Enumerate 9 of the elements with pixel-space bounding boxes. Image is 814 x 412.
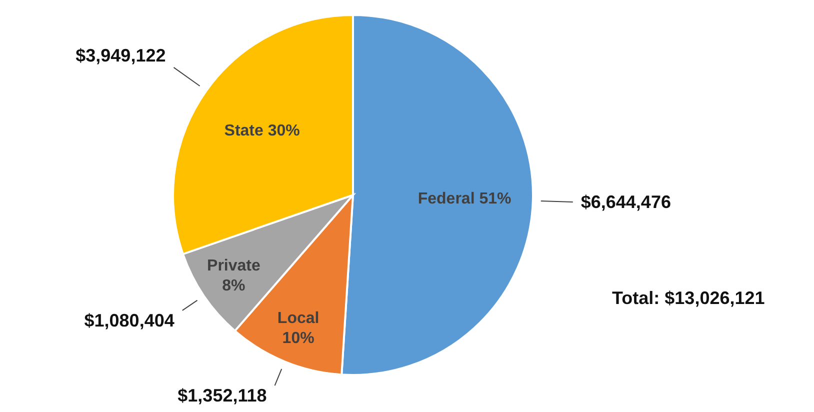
- data-label: $1,080,404: [84, 310, 174, 330]
- slice-label: Federal 51%: [418, 190, 512, 208]
- data-label: $1,352,118: [178, 386, 267, 406]
- slice-label: State 30%: [224, 122, 300, 139]
- slice-label: Private 8%: [207, 257, 260, 294]
- slice-label: Local 10%: [277, 310, 320, 347]
- data-label: $3,949,122: [76, 45, 166, 66]
- text: Total: $13,026,121: [612, 288, 765, 309]
- data-label: $6,644,476: [580, 192, 671, 212]
